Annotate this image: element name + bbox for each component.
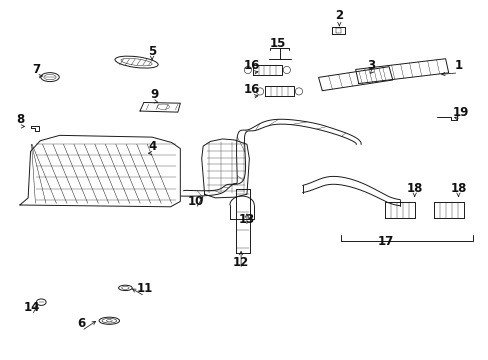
Text: 12: 12 <box>232 256 249 269</box>
Text: 13: 13 <box>238 213 255 226</box>
Text: 2: 2 <box>335 9 343 22</box>
Text: 11: 11 <box>137 283 153 296</box>
Text: 6: 6 <box>77 317 85 330</box>
Text: 1: 1 <box>453 59 462 72</box>
Text: 15: 15 <box>269 37 285 50</box>
Text: 7: 7 <box>32 63 41 76</box>
Text: 19: 19 <box>452 105 468 119</box>
Text: 16: 16 <box>244 59 260 72</box>
Text: 17: 17 <box>377 235 393 248</box>
Text: 18: 18 <box>449 183 466 195</box>
Text: 5: 5 <box>148 45 156 58</box>
Text: 16: 16 <box>244 83 260 96</box>
Text: 8: 8 <box>17 113 25 126</box>
Text: 3: 3 <box>366 59 374 72</box>
Text: 14: 14 <box>24 301 40 314</box>
Text: 9: 9 <box>150 88 158 101</box>
Text: 18: 18 <box>406 183 422 195</box>
Text: 4: 4 <box>148 140 156 153</box>
Text: 10: 10 <box>187 195 203 208</box>
